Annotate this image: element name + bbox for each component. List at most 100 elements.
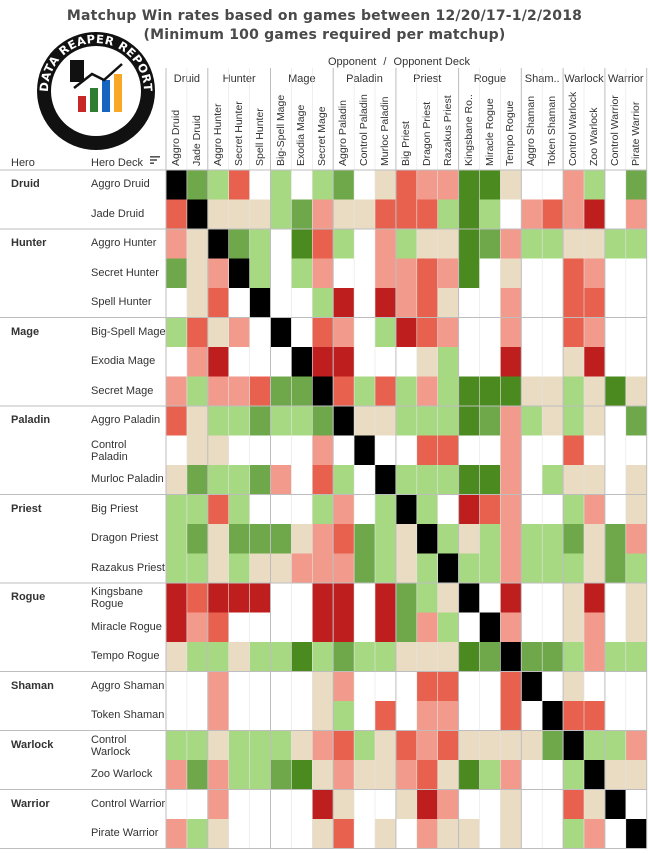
heatmap-cell[interactable] <box>416 317 438 348</box>
heatmap-cell[interactable] <box>375 819 396 849</box>
heatmap-cell[interactable] <box>625 701 647 731</box>
heatmap-cell[interactable] <box>437 553 459 584</box>
heatmap-cell[interactable] <box>270 465 292 495</box>
heatmap-cell[interactable] <box>458 288 480 318</box>
heatmap-cell[interactable] <box>521 730 543 761</box>
heatmap-cell[interactable] <box>458 583 480 613</box>
heatmap-cell[interactable] <box>625 524 647 554</box>
heatmap-cell[interactable] <box>521 789 543 820</box>
heatmap-cell[interactable] <box>625 494 647 525</box>
heatmap-cell[interactable] <box>228 376 250 407</box>
heatmap-cell[interactable] <box>228 406 250 436</box>
heatmap-cell[interactable] <box>375 465 396 495</box>
heatmap-cell[interactable] <box>395 701 417 731</box>
heatmap-cell[interactable] <box>166 583 187 613</box>
heatmap-cell[interactable] <box>542 258 564 289</box>
heatmap-cell[interactable] <box>354 612 375 643</box>
heatmap-cell[interactable] <box>249 347 271 377</box>
heatmap-cell[interactable] <box>563 524 584 554</box>
heatmap-cell[interactable] <box>584 229 605 259</box>
heatmap-cell[interactable] <box>479 376 501 407</box>
heatmap-cell[interactable] <box>375 406 396 436</box>
heatmap-cell[interactable] <box>625 553 647 584</box>
heatmap-cell[interactable] <box>395 258 417 289</box>
heatmap-cell[interactable] <box>458 347 480 377</box>
heatmap-cell[interactable] <box>354 170 375 200</box>
heatmap-cell[interactable] <box>584 465 605 495</box>
heatmap-cell[interactable] <box>395 730 417 761</box>
heatmap-cell[interactable] <box>291 317 313 348</box>
heatmap-cell[interactable] <box>563 199 584 230</box>
heatmap-cell[interactable] <box>500 229 522 259</box>
heatmap-cell[interactable] <box>625 730 647 761</box>
heatmap-cell[interactable] <box>437 819 459 849</box>
heatmap-cell[interactable] <box>228 494 250 525</box>
heatmap-cell[interactable] <box>625 642 647 672</box>
heatmap-cell[interactable] <box>563 376 584 407</box>
heatmap-cell[interactable] <box>270 317 292 348</box>
heatmap-cell[interactable] <box>563 229 584 259</box>
heatmap-cell[interactable] <box>166 494 187 525</box>
heatmap-cell[interactable] <box>521 583 543 613</box>
heatmap-cell[interactable] <box>354 465 375 495</box>
heatmap-cell[interactable] <box>354 229 375 259</box>
heatmap-cell[interactable] <box>228 671 250 702</box>
heatmap-cell[interactable] <box>604 760 626 790</box>
heatmap-cell[interactable] <box>416 789 438 820</box>
heatmap-cell[interactable] <box>291 642 313 672</box>
heatmap-cell[interactable] <box>542 671 564 702</box>
heatmap-cell[interactable] <box>291 347 313 377</box>
heatmap-cell[interactable] <box>207 229 229 259</box>
heatmap-cell[interactable] <box>333 819 355 849</box>
heatmap-cell[interactable] <box>542 701 564 731</box>
heatmap-cell[interactable] <box>416 612 438 643</box>
heatmap-cell[interactable] <box>333 199 355 230</box>
heatmap-cell[interactable] <box>166 229 187 259</box>
heatmap-cell[interactable] <box>584 524 605 554</box>
heatmap-cell[interactable] <box>333 730 355 761</box>
heatmap-cell[interactable] <box>563 789 584 820</box>
heatmap-cell[interactable] <box>270 347 292 377</box>
heatmap-cell[interactable] <box>604 435 626 466</box>
heatmap-cell[interactable] <box>395 612 417 643</box>
heatmap-cell[interactable] <box>416 553 438 584</box>
heatmap-cell[interactable] <box>291 199 313 230</box>
heatmap-cell[interactable] <box>625 229 647 259</box>
heatmap-cell[interactable] <box>207 258 229 289</box>
heatmap-cell[interactable] <box>521 553 543 584</box>
heatmap-cell[interactable] <box>228 199 250 230</box>
heatmap-cell[interactable] <box>563 435 584 466</box>
heatmap-cell[interactable] <box>270 435 292 466</box>
heatmap-cell[interactable] <box>354 642 375 672</box>
heatmap-cell[interactable] <box>375 258 396 289</box>
heatmap-cell[interactable] <box>186 671 208 702</box>
heatmap-cell[interactable] <box>270 701 292 731</box>
heatmap-cell[interactable] <box>312 376 334 407</box>
heatmap-cell[interactable] <box>521 376 543 407</box>
heatmap-cell[interactable] <box>479 199 501 230</box>
heatmap-cell[interactable] <box>291 760 313 790</box>
heatmap-cell[interactable] <box>604 465 626 495</box>
heatmap-cell[interactable] <box>270 612 292 643</box>
heatmap-cell[interactable] <box>354 258 375 289</box>
heatmap-cell[interactable] <box>270 789 292 820</box>
heatmap-cell[interactable] <box>375 789 396 820</box>
heatmap-cell[interactable] <box>166 288 187 318</box>
heatmap-cell[interactable] <box>542 524 564 554</box>
heatmap-cell[interactable] <box>375 553 396 584</box>
heatmap-cell[interactable] <box>354 317 375 348</box>
heatmap-cell[interactable] <box>521 612 543 643</box>
heatmap-cell[interactable] <box>186 819 208 849</box>
heatmap-cell[interactable] <box>312 170 334 200</box>
heatmap-cell[interactable] <box>333 760 355 790</box>
heatmap-cell[interactable] <box>416 760 438 790</box>
heatmap-cell[interactable] <box>249 789 271 820</box>
heatmap-cell[interactable] <box>395 347 417 377</box>
heatmap-cell[interactable] <box>312 229 334 259</box>
heatmap-cell[interactable] <box>249 524 271 554</box>
heatmap-cell[interactable] <box>625 347 647 377</box>
sort-icon[interactable] <box>150 155 160 165</box>
heatmap-cell[interactable] <box>249 730 271 761</box>
heatmap-cell[interactable] <box>458 258 480 289</box>
heatmap-cell[interactable] <box>437 170 459 200</box>
